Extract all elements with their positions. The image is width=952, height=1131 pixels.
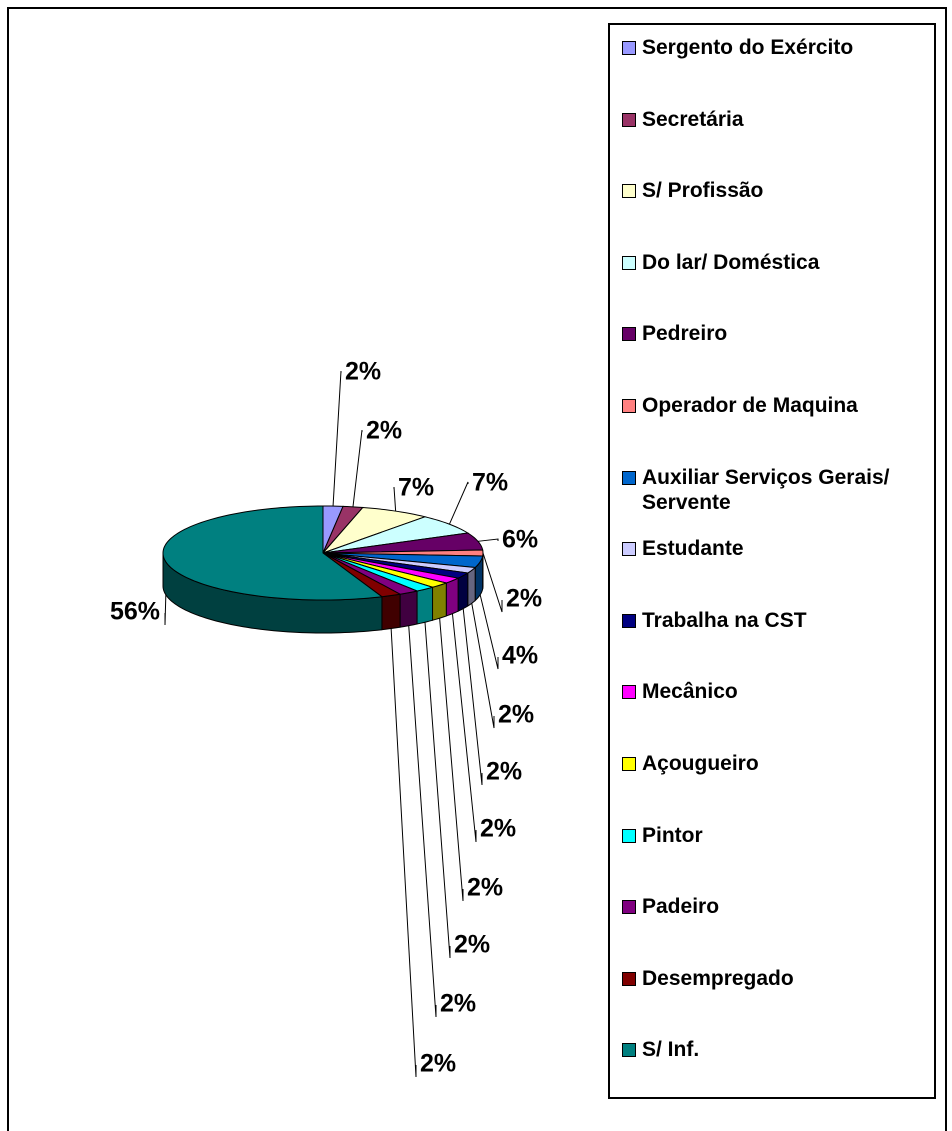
legend-entry: S/ Profissão (622, 178, 932, 203)
slice-side (416, 586, 434, 625)
legend-swatch (622, 41, 636, 55)
legend-swatch (622, 112, 636, 127)
leader-line (439, 618, 464, 902)
leader-line (477, 538, 499, 542)
data-label: 2% (480, 815, 516, 843)
slice-side (457, 572, 469, 612)
legend-label: Pintor (642, 823, 703, 847)
legend-label: Trabalha na CST (642, 608, 807, 632)
data-label: 2% (486, 758, 522, 786)
data-label: 7% (472, 469, 508, 497)
legend-entry: S/ Inf. (622, 1037, 932, 1062)
slice-side (381, 593, 401, 631)
legend-entry: Auxiliar Serviços Gerais/ Servente (622, 465, 932, 515)
data-label: 2% (440, 990, 476, 1018)
legend-entry: Trabalha na CST (622, 608, 932, 633)
data-label: 56% (110, 598, 160, 626)
legend-entry: Operador de Maquina (622, 393, 932, 418)
leader-line (482, 552, 503, 613)
legend-swatch (622, 542, 636, 557)
slice-side (399, 590, 418, 628)
legend-label: Mecânico (642, 680, 738, 704)
slice-side (432, 582, 447, 621)
data-label: 6% (502, 526, 538, 554)
data-label: 2% (498, 701, 534, 729)
leader-line (352, 429, 363, 507)
legend-swatch (622, 327, 636, 342)
legend-swatch (622, 828, 636, 843)
slice (322, 516, 470, 554)
legend-label: Desempregado (642, 966, 794, 990)
data-label: 2% (366, 417, 402, 445)
leader-line (332, 370, 342, 507)
leader-line (462, 608, 483, 786)
leader-line (393, 486, 397, 512)
legend-entry: Açougueiro (622, 751, 932, 776)
legend-swatch (622, 900, 636, 915)
slice (322, 532, 484, 554)
slice (162, 505, 384, 601)
leader-line (408, 625, 437, 1018)
leader-line (451, 613, 477, 843)
legend-swatch (622, 470, 636, 485)
slice-side (445, 577, 459, 617)
legend-label: Estudante (642, 537, 744, 561)
data-label: 2% (467, 874, 503, 902)
data-label: 2% (506, 585, 542, 613)
data-label: 2% (454, 931, 490, 959)
legend-label: Pedreiro (642, 322, 728, 346)
data-label: 4% (502, 642, 538, 670)
chart-border (7, 7, 947, 1131)
legend-label: Do lar/ Doméstica (642, 250, 820, 274)
legend-swatch (622, 757, 636, 771)
leader-line (424, 622, 451, 959)
legend-entry: Pedreiro (622, 321, 932, 346)
legend-swatch (622, 184, 636, 199)
legend-label: Padeiro (642, 895, 720, 919)
legend-label: Operador de Maquina (642, 394, 858, 417)
data-label: 2% (420, 1050, 456, 1078)
legend-entry: Pintor (622, 823, 932, 848)
legend-entry: Do lar/ Doméstica (622, 250, 932, 275)
legend: Sergento do Exército Secretária S/ Profiss… (608, 23, 936, 1099)
legend-swatch (622, 971, 636, 986)
legend-label: S/ Inf. (642, 1038, 700, 1062)
data-label: 7% (398, 474, 434, 502)
legend-label: Secretária (642, 107, 744, 131)
legend-entry: Estudante (622, 536, 932, 561)
legend-entry: Desempregado (622, 966, 932, 991)
leader-line (164, 594, 167, 626)
leader-line (471, 603, 495, 729)
legend-entry: Sergento do Exército (622, 35, 932, 60)
legend-swatch (622, 255, 636, 270)
legend-label: Sergento do Exército (642, 36, 854, 59)
leader-line (390, 628, 417, 1078)
data-label: 2% (345, 358, 381, 386)
legend-entry: Mecânico (622, 679, 932, 704)
leader-line (479, 594, 499, 670)
legend-swatch (622, 685, 636, 700)
leader-line (448, 481, 469, 525)
slice (321, 506, 427, 555)
legend-swatch (622, 613, 636, 628)
legend-entry: Padeiro (622, 894, 932, 919)
legend-swatch (622, 1043, 636, 1058)
legend-label: S/ Profissão (642, 179, 764, 203)
legend-swatch (622, 399, 636, 413)
slice-side (467, 566, 476, 607)
legend-label: Auxiliar Serviços Gerais/ Servente (642, 465, 890, 514)
legend-entry: Secretária (622, 107, 932, 132)
legend-label: Açougueiro (642, 752, 759, 775)
